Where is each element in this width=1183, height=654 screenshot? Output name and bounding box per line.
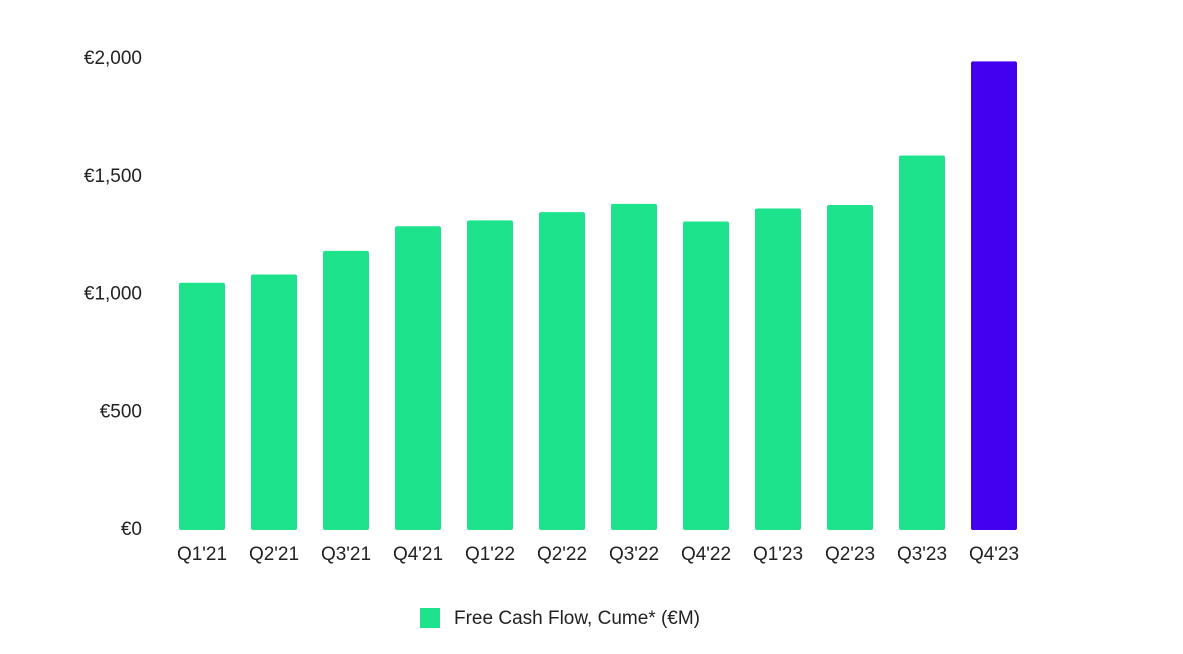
bar (827, 205, 873, 530)
x-tick-label: Q2'23 (825, 544, 875, 565)
legend-swatch (420, 608, 440, 628)
x-tick-label: Q4'22 (681, 544, 731, 565)
y-tick-label: €2,000 (84, 48, 142, 69)
x-tick-label: Q4'21 (393, 544, 443, 565)
x-tick-label: Q2'21 (249, 544, 299, 565)
x-tick-label: Q3'21 (321, 544, 371, 565)
x-tick-label: Q4'23 (969, 544, 1019, 565)
bar (899, 155, 945, 530)
bar (971, 61, 1017, 530)
bar (539, 212, 585, 530)
x-tick-label: Q3'23 (897, 544, 947, 565)
y-tick-label: €1,000 (84, 284, 142, 305)
x-tick-label: Q1'23 (753, 544, 803, 565)
y-tick-label: €1,500 (84, 166, 142, 187)
bar (251, 274, 297, 530)
bar (755, 208, 801, 531)
bar (611, 203, 657, 530)
y-tick-label: €500 (100, 401, 142, 422)
x-tick-label: Q2'22 (537, 544, 587, 565)
x-tick-label: Q1'21 (177, 544, 227, 565)
bar (323, 250, 369, 530)
y-tick-label: €0 (121, 519, 142, 540)
x-tick-label: Q3'22 (609, 544, 659, 565)
bar (179, 282, 225, 530)
legend-label: Free Cash Flow, Cume* (€M) (454, 608, 700, 629)
x-tick-label: Q1'22 (465, 544, 515, 565)
bar (467, 220, 513, 530)
bar (683, 221, 729, 530)
bar (395, 226, 441, 530)
